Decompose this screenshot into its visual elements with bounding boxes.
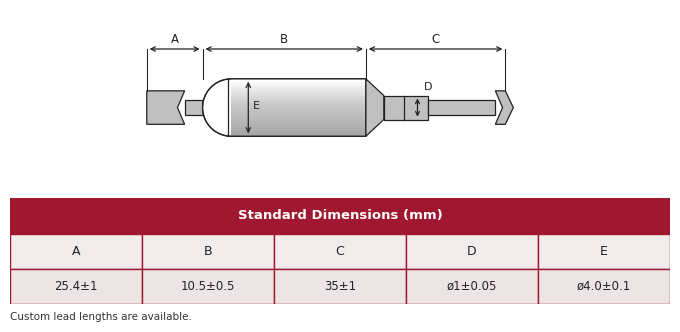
Text: E: E [600,245,608,258]
Text: A: A [72,245,80,258]
Text: Standard Dimensions (mm): Standard Dimensions (mm) [237,209,443,222]
FancyBboxPatch shape [10,234,142,269]
FancyBboxPatch shape [10,198,670,234]
Text: ø1±0.05: ø1±0.05 [447,280,497,293]
FancyBboxPatch shape [538,234,670,269]
FancyBboxPatch shape [274,234,406,269]
Text: B: B [280,33,288,46]
Text: Custom lead lengths are available.: Custom lead lengths are available. [10,312,192,322]
Text: B: B [204,245,212,258]
Text: 10.5±0.5: 10.5±0.5 [181,280,235,293]
FancyBboxPatch shape [384,96,428,120]
FancyBboxPatch shape [274,269,406,304]
Text: ø4.0±0.1: ø4.0±0.1 [577,280,631,293]
FancyBboxPatch shape [406,269,538,304]
FancyBboxPatch shape [142,269,274,304]
Text: D: D [424,82,432,92]
Text: E: E [253,101,260,111]
Polygon shape [147,91,185,124]
Polygon shape [495,91,513,124]
Polygon shape [366,79,384,136]
FancyBboxPatch shape [142,234,274,269]
Text: 35±1: 35±1 [324,280,356,293]
Text: 25.4±1: 25.4±1 [54,280,98,293]
Polygon shape [203,79,366,136]
Text: C: C [432,33,440,46]
FancyBboxPatch shape [428,100,495,115]
FancyBboxPatch shape [185,100,203,115]
FancyBboxPatch shape [10,269,142,304]
Text: A: A [171,33,179,46]
FancyBboxPatch shape [538,269,670,304]
FancyBboxPatch shape [406,234,538,269]
Text: D: D [467,245,477,258]
Text: C: C [336,245,344,258]
